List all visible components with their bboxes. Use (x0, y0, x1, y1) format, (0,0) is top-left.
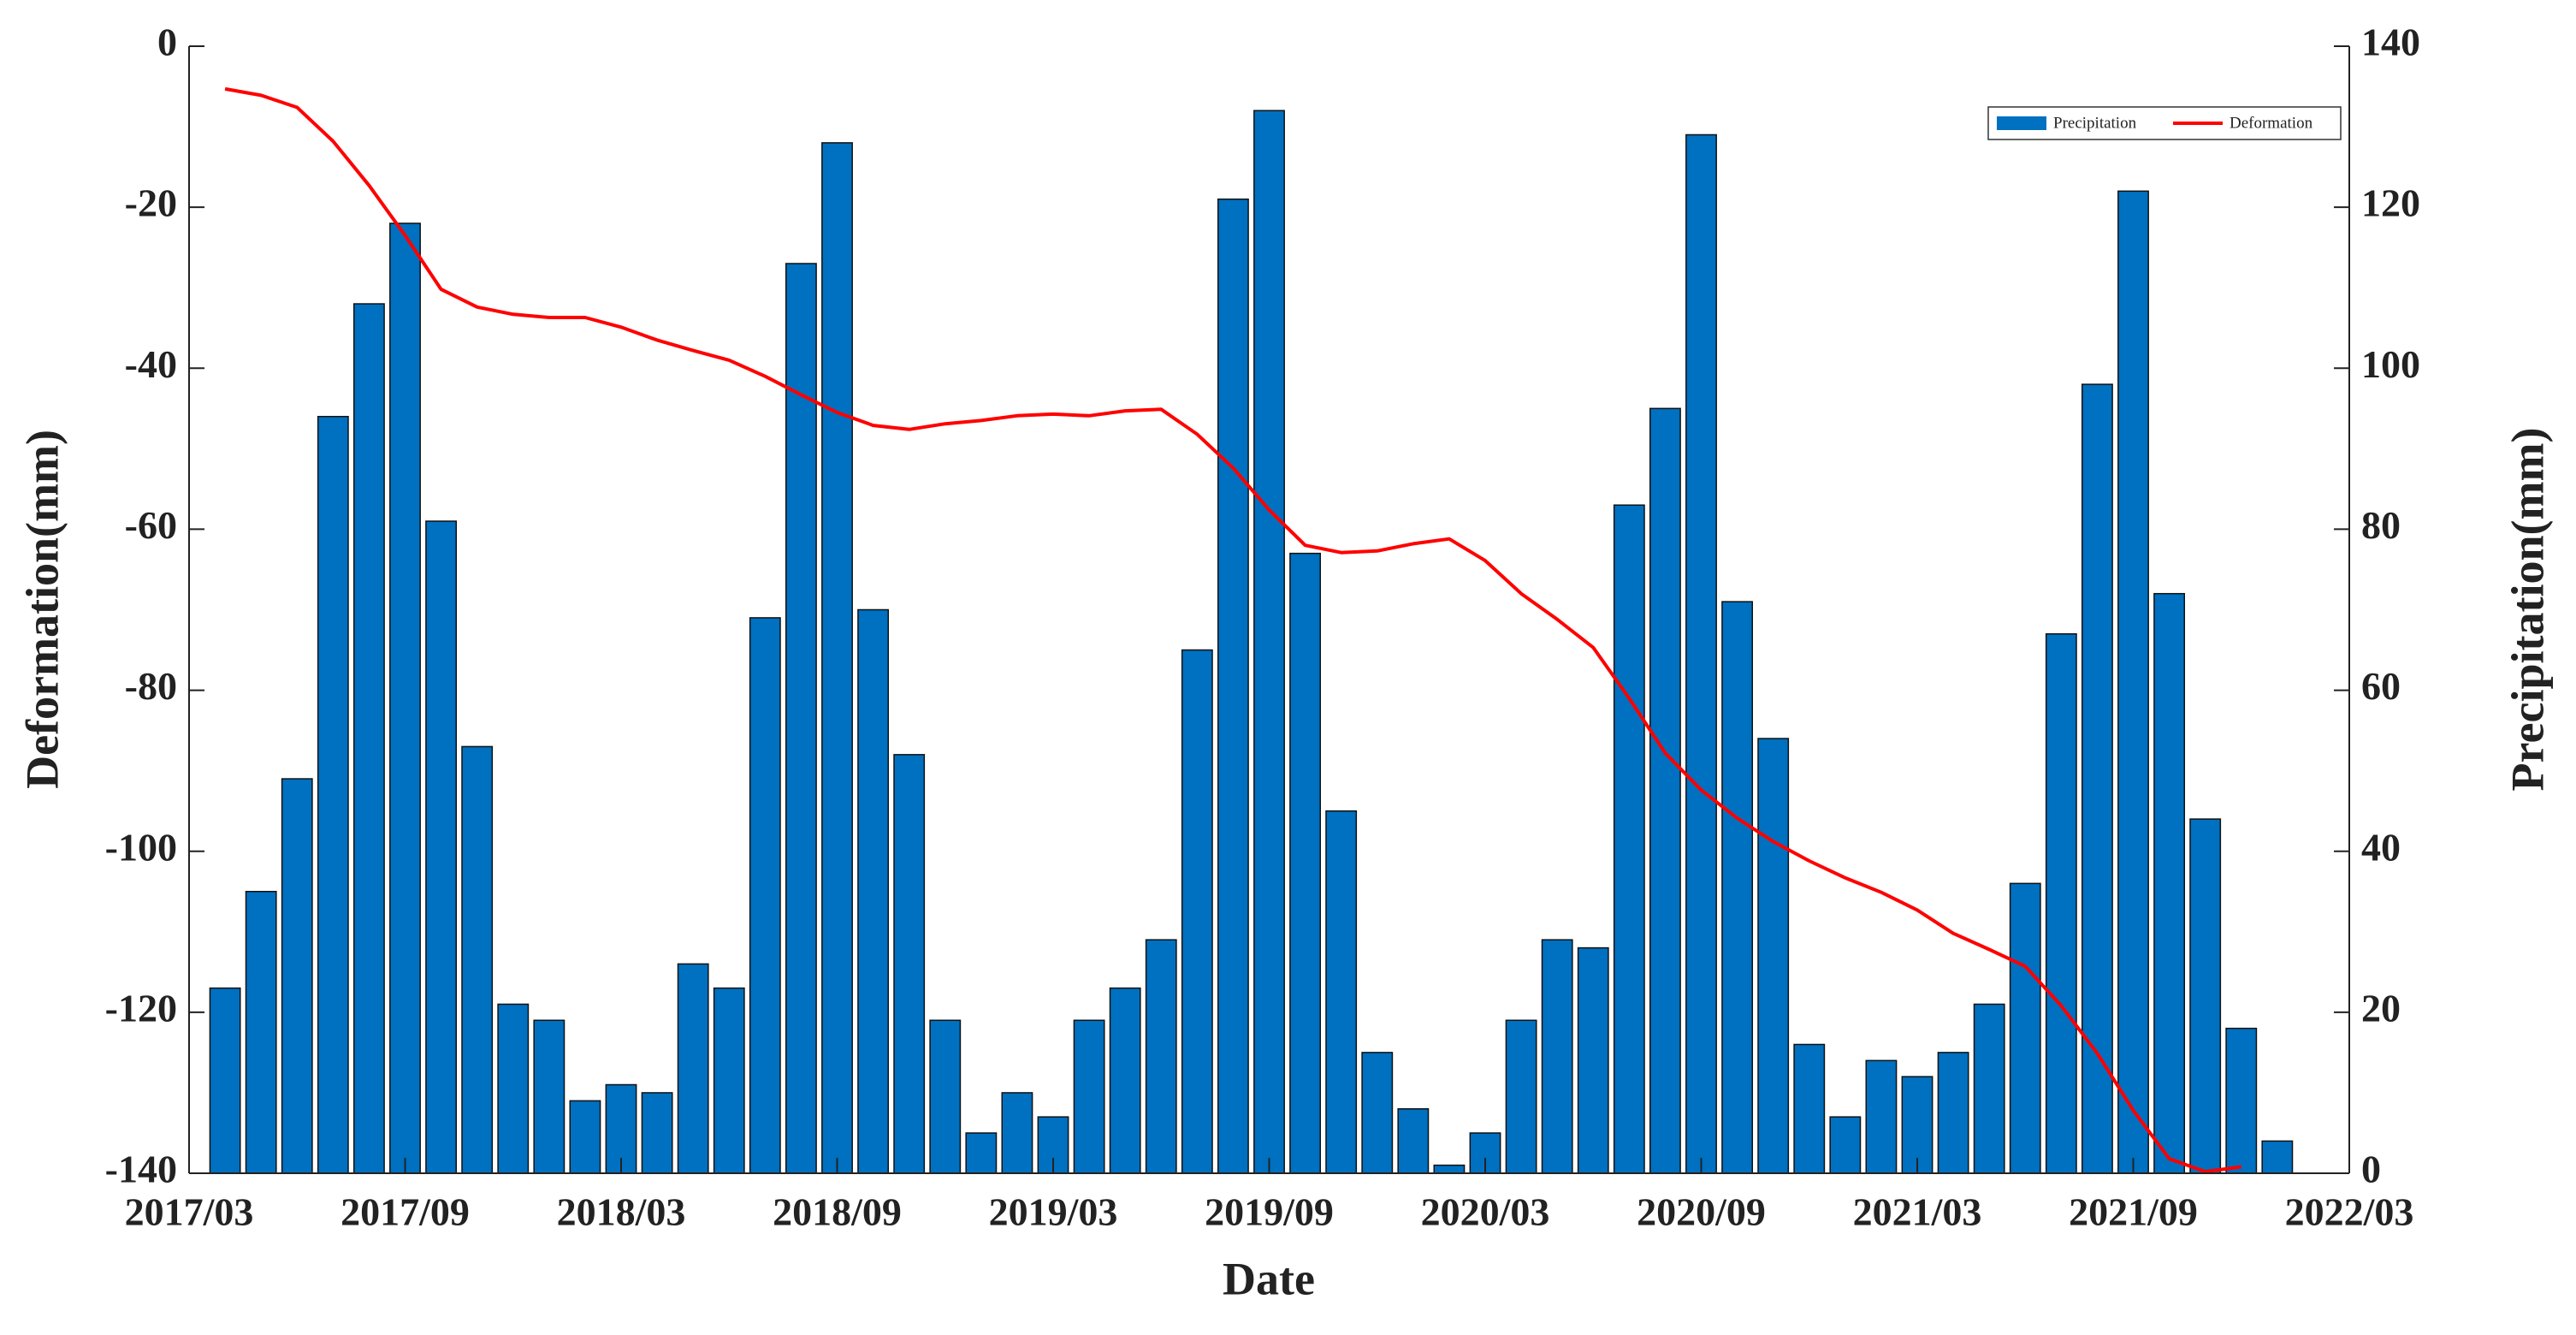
y-tick-label: -100 (105, 825, 177, 869)
bar (1361, 1052, 1394, 1174)
bar (893, 754, 926, 1174)
x-tick-label: 2019/03 (989, 1190, 1118, 1234)
bar (2261, 1140, 2294, 1174)
bar (677, 963, 709, 1174)
bar (1109, 987, 1141, 1174)
bar (533, 1019, 566, 1174)
y-tick-label: -20 (125, 181, 177, 225)
x-tick-label: 2017/03 (125, 1190, 254, 1234)
bar (317, 415, 349, 1174)
legend-box (1987, 106, 2342, 140)
bar (1325, 810, 1358, 1174)
bar (2153, 592, 2186, 1174)
x-tick-label: 2021/09 (2069, 1190, 2198, 1234)
bar (929, 1019, 962, 1174)
x-axis-title: Date (1223, 1253, 1315, 1304)
bar (1217, 198, 1249, 1174)
line (224, 86, 2242, 1174)
bar (497, 1003, 530, 1174)
bar (461, 745, 494, 1174)
bar (209, 987, 241, 1174)
bar (425, 520, 458, 1174)
y-tick-label: 0 (157, 21, 177, 64)
bar (389, 222, 421, 1174)
bar (1073, 1019, 1105, 1174)
x-tick-label: 2018/09 (773, 1190, 902, 1234)
bar (2009, 882, 2041, 1174)
bar (1001, 1092, 1033, 1174)
y2-tick-label: 80 (2361, 503, 2401, 547)
bar (965, 1132, 998, 1174)
legend-label: Deformation (2230, 114, 2313, 132)
bar (857, 608, 890, 1174)
bar (1793, 1043, 1826, 1174)
y2-axis-title: Precipitation(mm) (2502, 428, 2553, 792)
y2-tick-label: 20 (2361, 986, 2401, 1029)
bar (641, 1092, 673, 1174)
bar (785, 263, 817, 1174)
bar (1613, 504, 1645, 1174)
bar (1397, 1107, 1430, 1174)
bar (569, 1100, 601, 1174)
y2-tick-label: 60 (2361, 664, 2401, 708)
bar (2225, 1027, 2258, 1174)
y2-tick-label: 120 (2361, 181, 2420, 225)
y-tick-label: -120 (105, 986, 177, 1029)
bar (749, 617, 781, 1174)
x-tick-label: 2017/09 (341, 1190, 470, 1234)
bar (2189, 818, 2222, 1174)
bar (1541, 939, 1573, 1174)
y2-tick-label: 0 (2361, 1148, 2381, 1191)
bar (281, 778, 313, 1174)
bar (245, 891, 277, 1174)
y-tick-label: -60 (125, 503, 177, 547)
y2-tick-label: 140 (2361, 21, 2420, 64)
x-tick-label: 2018/03 (557, 1190, 686, 1234)
bar (2045, 632, 2077, 1174)
legend-label: Precipitation (2053, 114, 2137, 132)
bar (821, 142, 853, 1174)
x-tick-label: 2019/09 (1205, 1190, 1334, 1234)
legend-swatch (1997, 116, 2046, 130)
y2-tick-label: 40 (2361, 825, 2401, 869)
bar (713, 987, 745, 1174)
bar (1685, 134, 1717, 1174)
x-tick-label: 2022/03 (2285, 1190, 2414, 1234)
bar (1757, 738, 1790, 1174)
bar (1181, 649, 1213, 1174)
bar (1649, 407, 1681, 1174)
bar (1937, 1052, 1969, 1174)
y-axis-title: Deformation(mm) (16, 430, 68, 789)
y-tick-label: -40 (125, 342, 177, 386)
bar (1973, 1003, 2005, 1174)
bar (352, 303, 385, 1174)
bar (1577, 946, 1609, 1174)
x-tick-label: 2021/03 (1853, 1190, 1982, 1234)
y2-tick-label: 100 (2361, 342, 2420, 386)
bar (1253, 110, 1285, 1174)
bar (2117, 190, 2149, 1174)
bar (1433, 1164, 1466, 1174)
bar (1829, 1116, 1862, 1174)
y-tick-label: -80 (125, 664, 177, 708)
x-tick-label: 2020/03 (1421, 1190, 1550, 1234)
bar (1721, 601, 1754, 1174)
bar (1505, 1019, 1537, 1174)
bar (1145, 939, 1177, 1174)
x-tick-label: 2020/09 (1637, 1190, 1766, 1234)
bar (1289, 552, 1322, 1174)
y-tick-label: -140 (105, 1148, 177, 1191)
bar (1865, 1059, 1898, 1174)
